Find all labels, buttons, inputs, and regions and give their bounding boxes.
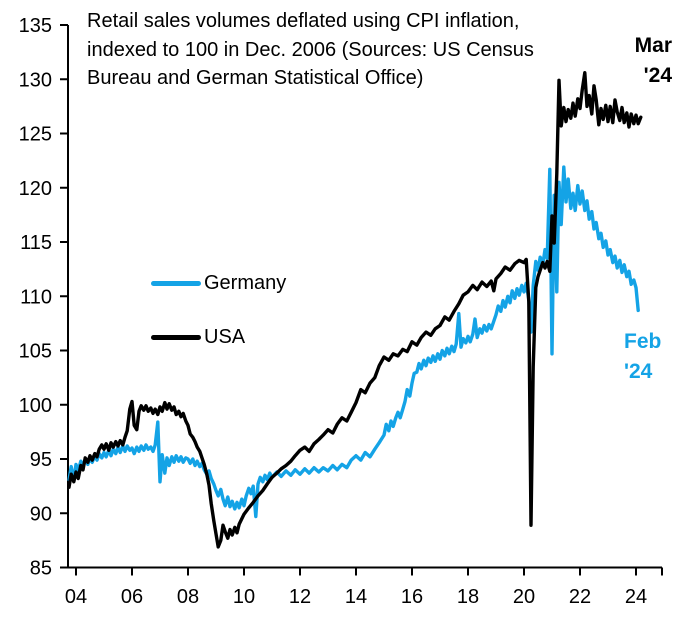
chart-title-line-2: indexed to 100 in Dec. 2006 (Sources: US… xyxy=(87,38,534,61)
x-tick-label: 04 xyxy=(65,586,87,608)
usa-series-line xyxy=(67,70,643,549)
legend-label-usa: USA xyxy=(204,325,246,348)
y-tick-label: 125 xyxy=(19,124,52,146)
y-tick-label: 100 xyxy=(19,395,52,417)
chart-title-line-1: Retail sales volumes deflated using CPI … xyxy=(87,10,520,32)
legend-item-usa: USA xyxy=(151,325,245,349)
x-tick-label: 16 xyxy=(401,586,423,608)
usa-end-annotation: Mar '24 xyxy=(610,31,672,91)
x-tick-label: 08 xyxy=(177,586,199,608)
x-tick-label: 20 xyxy=(513,586,535,608)
y-tick-label: 135 xyxy=(19,15,52,37)
y-tick-label: 120 xyxy=(19,178,52,200)
x-tick-label: 14 xyxy=(345,586,367,608)
germany-line-swatch xyxy=(151,280,201,286)
germany-end-annotation-line-2: '24 xyxy=(624,360,653,383)
x-tick-label: 24 xyxy=(625,586,647,608)
y-tick-label: 130 xyxy=(19,69,52,91)
x-tick-label: 18 xyxy=(457,586,479,608)
y-tick-label: 95 xyxy=(30,449,52,471)
y-tick-label: 110 xyxy=(20,286,52,308)
usa-end-annotation-line-2: '24 xyxy=(643,64,672,87)
y-tick-label: 90 xyxy=(30,503,52,525)
x-tick-label: 10 xyxy=(233,586,255,608)
legend-label-germany: Germany xyxy=(204,271,287,294)
usa-line-swatch xyxy=(151,334,201,340)
germany-series-line xyxy=(67,165,640,519)
x-tick-label: 06 xyxy=(121,586,143,608)
x-tick-label: 12 xyxy=(289,586,311,608)
germany-end-annotation-line-1: Feb xyxy=(624,330,662,353)
legend-item-germany: Germany xyxy=(151,271,286,295)
x-tick-label: 22 xyxy=(569,586,591,608)
usa-end-annotation-line-1: Mar xyxy=(634,34,672,57)
y-tick-label: 115 xyxy=(20,232,52,254)
y-tick-label: 85 xyxy=(30,558,52,580)
chart-title: Retail sales volumes deflated using CPI … xyxy=(87,7,635,93)
y-tick-label: 105 xyxy=(19,341,52,363)
chart-title-line-3: Bureau and German Statistical Office) xyxy=(87,67,424,89)
germany-end-annotation: Feb '24 xyxy=(624,327,661,387)
